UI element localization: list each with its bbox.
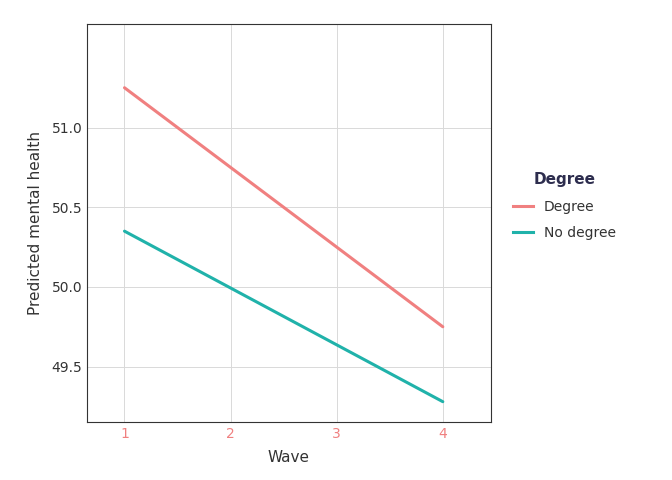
No degree	[315, 333, 323, 338]
Degree	[309, 227, 317, 232]
No degree	[310, 330, 318, 336]
No degree	[388, 372, 396, 378]
No degree	[309, 329, 317, 335]
Line: No degree: No degree	[124, 231, 443, 402]
Line: Degree: Degree	[124, 88, 443, 327]
No degree	[439, 399, 447, 405]
Degree	[409, 301, 417, 307]
Degree	[315, 231, 323, 237]
Degree	[120, 85, 128, 91]
Degree	[439, 324, 447, 330]
Degree	[122, 85, 130, 91]
X-axis label: Wave: Wave	[268, 450, 310, 465]
Degree	[310, 227, 318, 233]
Legend: Degree, No degree: Degree, No degree	[507, 167, 621, 246]
Y-axis label: Predicted mental health: Predicted mental health	[28, 131, 44, 315]
No degree	[122, 229, 130, 235]
Degree	[388, 287, 396, 292]
No degree	[409, 383, 417, 389]
No degree	[120, 228, 128, 234]
